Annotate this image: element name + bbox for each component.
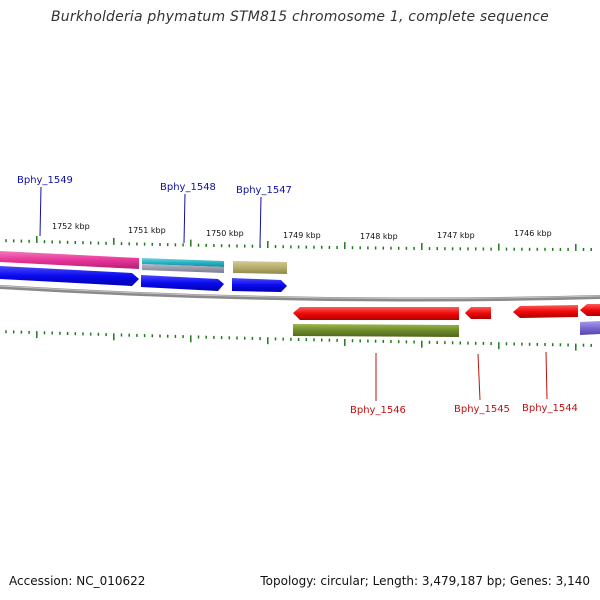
genome-stats-text: Topology: circular; Length: 3,479,187 bp…	[260, 574, 590, 588]
gene-label-bphy-1545[interactable]: Bphy_1545	[454, 404, 510, 415]
cds-reverse-arrow-next[interactable]	[580, 304, 600, 316]
scale-labels: 1752 kbp 1751 kbp 1750 kbp 1749 kbp 1748…	[52, 222, 552, 241]
cds-reverse-arrow-1544[interactable]	[513, 305, 578, 318]
chromosome-backbone	[0, 285, 600, 302]
accession-text: Accession: NC_010622	[9, 574, 146, 588]
cds-forward-arrow-1547[interactable]	[232, 278, 287, 292]
gene-labels: Bphy_1549 Bphy_1548 Bphy_1547 Bphy_1546 …	[17, 175, 578, 416]
scale-label-1752: 1752 kbp	[52, 222, 90, 231]
gene-bphy-1549-bar[interactable]	[0, 251, 139, 269]
scale-label-1751: 1751 kbp	[128, 226, 166, 235]
scale-label-1746: 1746 kbp	[514, 229, 552, 238]
leader-bphy-1548	[183, 193, 186, 244]
gene-bphy-1548-shadow	[142, 264, 224, 273]
gene-label-bphy-1546[interactable]: Bphy_1546	[350, 405, 406, 416]
cds-forward-arrow-1548[interactable]	[141, 275, 224, 291]
gene-label-bphy-1547[interactable]: Bphy_1547	[236, 185, 292, 196]
gene-label-bphy-1548[interactable]: Bphy_1548	[160, 182, 216, 193]
lower-tick-ruler	[5, 330, 592, 351]
scale-label-1748: 1748 kbp	[360, 232, 398, 241]
cds-reverse-arrow-1546[interactable]	[293, 307, 459, 320]
label-leaders	[39, 186, 548, 401]
gene-next-bar[interactable]	[580, 321, 600, 335]
gene-label-bphy-1549[interactable]: Bphy_1549	[17, 175, 73, 186]
chromosome-backbone-highlight	[0, 285, 600, 299]
map-title: Burkholderia phymatum STM815 chromosome …	[50, 9, 549, 25]
scale-label-1749: 1749 kbp	[283, 231, 321, 240]
scale-label-1750: 1750 kbp	[206, 229, 244, 238]
leader-bphy-1544	[545, 351, 548, 400]
leader-bphy-1545	[477, 353, 481, 401]
cds-reverse-arrow-1545[interactable]	[465, 307, 491, 319]
scale-label-1747: 1747 kbp	[437, 231, 475, 240]
cds-forward-arrow-1549[interactable]	[0, 266, 139, 286]
gene-bphy-1547-bar[interactable]	[233, 261, 287, 274]
gene-label-bphy-1544[interactable]: Bphy_1544	[522, 403, 578, 414]
upper-tick-ruler	[5, 236, 592, 251]
gene-bphy-1546-bar[interactable]	[293, 324, 459, 337]
leader-bphy-1549	[39, 186, 42, 237]
leader-bphy-1547	[259, 196, 262, 246]
